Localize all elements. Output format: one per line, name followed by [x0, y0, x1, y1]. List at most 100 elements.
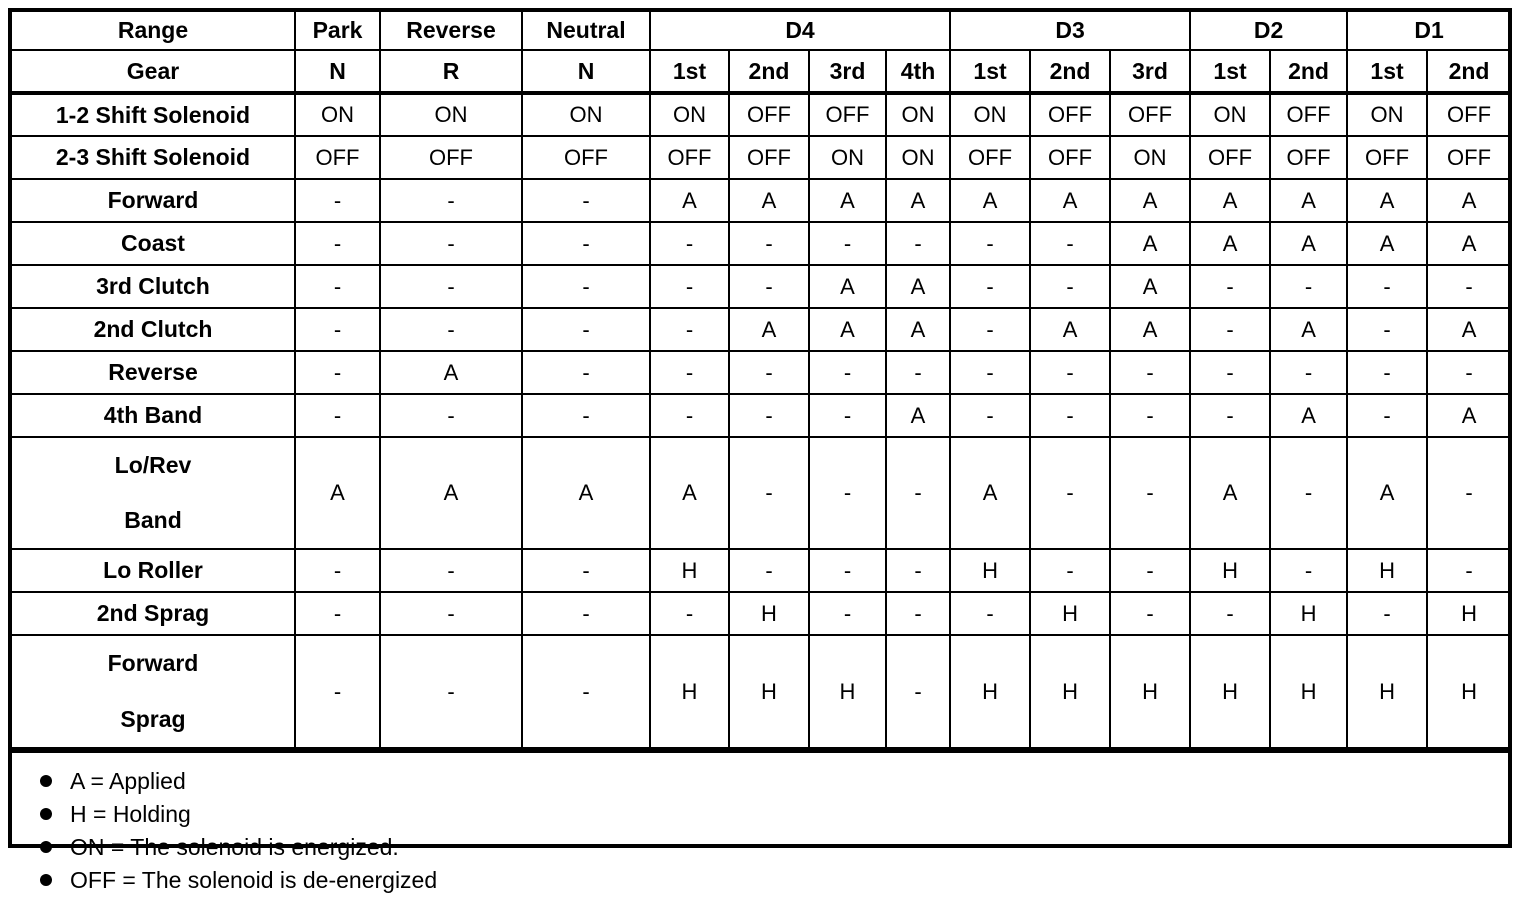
- legend-text: ON = The solenoid is energized.: [70, 833, 399, 860]
- table-cell: -: [728, 221, 810, 266]
- table-cell: -: [1426, 350, 1511, 395]
- table-cell: OFF: [949, 135, 1032, 180]
- row-label: 2-3 Shift Solenoid: [12, 135, 296, 180]
- table-header: Range Park Reverse Neutral D4 D3 D2 D1 G…: [12, 12, 1511, 95]
- table-cell: A: [649, 178, 730, 223]
- table-cell: -: [1109, 548, 1192, 594]
- table-cell: -: [521, 221, 651, 266]
- row-label: Reverse: [12, 350, 296, 395]
- table-row: Coast - - - - - - - - - A A A A A: [12, 221, 1511, 266]
- table-cell: A: [1426, 393, 1511, 438]
- gear-d4-2nd: 2nd: [728, 49, 810, 95]
- table-cell: A: [1346, 178, 1429, 223]
- table-cell: -: [1189, 393, 1272, 438]
- table-cell: -: [1269, 435, 1349, 551]
- table-cell: ON: [1346, 92, 1429, 137]
- gear-header-row: Gear N R N 1st 2nd 3rd 4th 1st 2nd 3rd 1…: [12, 49, 1511, 95]
- table-cell: ON: [884, 135, 952, 180]
- table-cell: -: [808, 548, 887, 594]
- table-cell: A: [808, 178, 887, 223]
- table-cell: A: [1029, 178, 1112, 223]
- table-cell: A: [808, 307, 887, 352]
- row-label: 3rd Clutch: [12, 264, 296, 309]
- legend-item-off: OFF = The solenoid is de-energized: [40, 864, 1498, 897]
- table-cell: -: [728, 548, 810, 594]
- table-cell: -: [1426, 435, 1511, 551]
- table-cell: -: [884, 634, 952, 749]
- range-d4: D4: [648, 12, 952, 51]
- gear-header-label: Gear: [12, 49, 296, 95]
- table-cell: OFF: [1269, 92, 1349, 137]
- row-label: Forward Sprag: [12, 634, 296, 749]
- legend-item-holding: H = Holding: [40, 798, 1498, 831]
- clutch-application-table: Range Park Reverse Neutral D4 D3 D2 D1 G…: [12, 12, 1511, 749]
- table-cell: -: [521, 393, 651, 438]
- table-cell: A: [1029, 307, 1112, 352]
- table-cell: -: [379, 591, 523, 637]
- table-cell: ON: [294, 92, 381, 137]
- table-cell: -: [1109, 591, 1192, 637]
- gear-neutral: N: [521, 49, 651, 95]
- table-cell: -: [884, 591, 952, 637]
- table-cell: -: [949, 350, 1032, 395]
- range-d3: D3: [949, 12, 1192, 51]
- table-cell: ON: [521, 92, 651, 137]
- range-header-row: Range Park Reverse Neutral D4 D3 D2 D1: [12, 12, 1511, 51]
- range-neutral: Neutral: [521, 12, 651, 51]
- table-cell: A: [1269, 178, 1349, 223]
- table-row: 3rd Clutch - - - - - A A - - A - - - -: [12, 264, 1511, 309]
- table-cell: H: [1189, 634, 1272, 749]
- table-cell: A: [728, 178, 810, 223]
- table-cell: -: [1189, 350, 1272, 395]
- table-cell: A: [379, 350, 523, 395]
- table-cell: A: [884, 307, 952, 352]
- range-park: Park: [294, 12, 381, 51]
- table-cell: -: [379, 393, 523, 438]
- row-label: Coast: [12, 221, 296, 266]
- table-cell: -: [1029, 393, 1112, 438]
- range-d2: D2: [1189, 12, 1349, 51]
- table-cell: ON: [808, 135, 887, 180]
- table-cell: -: [808, 591, 887, 637]
- table-cell: OFF: [379, 135, 523, 180]
- table-cell: -: [884, 435, 952, 551]
- table-cell: -: [649, 264, 730, 309]
- gear-d4-1st: 1st: [649, 49, 730, 95]
- table-cell: OFF: [1029, 135, 1112, 180]
- table-cell: -: [649, 221, 730, 266]
- table-cell: -: [521, 264, 651, 309]
- table-cell: OFF: [521, 135, 651, 180]
- gear-d1-2nd: 2nd: [1426, 49, 1511, 95]
- table-cell: -: [294, 548, 381, 594]
- table-cell: OFF: [649, 135, 730, 180]
- table-cell: -: [294, 634, 381, 749]
- table-cell: A: [1269, 307, 1349, 352]
- table-cell: -: [294, 591, 381, 637]
- table-cell: -: [949, 393, 1032, 438]
- range-reverse: Reverse: [379, 12, 523, 51]
- table-cell: -: [521, 634, 651, 749]
- table-cell: ON: [1189, 92, 1272, 137]
- table-cell: -: [521, 178, 651, 223]
- table-cell: -: [294, 221, 381, 266]
- table-cell: -: [1269, 350, 1349, 395]
- table-cell: -: [1029, 221, 1112, 266]
- gear-d3-2nd: 2nd: [1029, 49, 1112, 95]
- table-cell: H: [1269, 634, 1349, 749]
- legend-item-applied: A = Applied: [40, 765, 1498, 798]
- table-cell: H: [808, 634, 887, 749]
- table-cell: A: [808, 264, 887, 309]
- table-cell: -: [294, 393, 381, 438]
- table-cell: -: [1109, 350, 1192, 395]
- table-cell: -: [728, 264, 810, 309]
- table-cell: H: [1346, 548, 1429, 594]
- table-cell: A: [1346, 221, 1429, 266]
- table-cell: H: [649, 634, 730, 749]
- table-cell: H: [649, 548, 730, 594]
- table-cell: A: [1109, 307, 1192, 352]
- table-cell: -: [649, 393, 730, 438]
- table-cell: -: [379, 264, 523, 309]
- table-cell: -: [1426, 548, 1511, 594]
- table-cell: A: [728, 307, 810, 352]
- table-cell: -: [1189, 307, 1272, 352]
